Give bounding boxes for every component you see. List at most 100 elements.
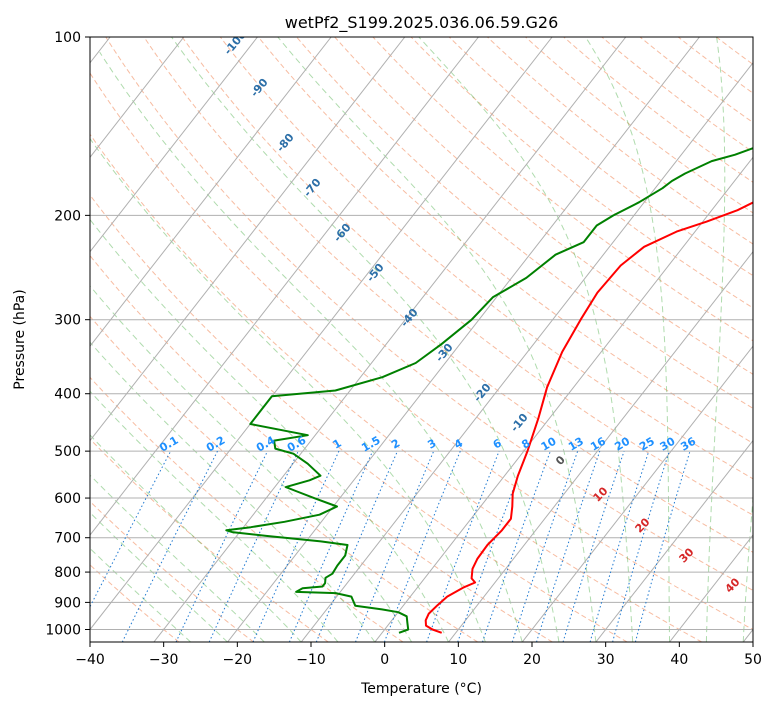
dry-adiabat-line xyxy=(90,133,703,642)
moist-adiabat-line xyxy=(90,511,228,642)
dry-adiabat-line xyxy=(525,37,753,214)
x-tick-label: 30 xyxy=(597,652,615,668)
isotherm-line xyxy=(448,250,753,642)
y-tick-label: 800 xyxy=(54,565,81,581)
isotherm-line xyxy=(153,37,627,642)
dry-adiabat-label: -60 xyxy=(331,221,354,245)
moist-adiabat-label: 20 xyxy=(633,515,653,535)
dry-adiabat-line xyxy=(639,37,753,124)
isotherm-line xyxy=(90,37,479,536)
dry-adiabat-line xyxy=(143,37,753,553)
moist-adiabat-line xyxy=(90,285,413,642)
dry-adiabat-line xyxy=(90,376,404,642)
moist-adiabat-line xyxy=(585,37,670,642)
y-tick-label: 100 xyxy=(54,30,81,46)
y-tick-label: 1000 xyxy=(45,623,81,639)
chart-title: wetPf2_S199.2025.036.06.59.G26 xyxy=(285,13,559,33)
mixing-ratio-line xyxy=(383,450,461,642)
mixing-ratio-line xyxy=(457,450,529,642)
isotherm-line xyxy=(90,37,406,442)
x-tick-label: −40 xyxy=(75,652,105,668)
dry-adiabat-line xyxy=(90,254,553,642)
isotherm-line xyxy=(90,37,258,253)
moist-adiabat-label: 40 xyxy=(723,575,743,595)
moist-adiabat-line xyxy=(418,37,634,642)
y-tick-label: 600 xyxy=(54,491,81,507)
x-tick-label: −10 xyxy=(296,652,326,668)
x-tick-label: 40 xyxy=(670,652,688,668)
dry-adiabat-line xyxy=(90,194,628,642)
mixing-ratio-line xyxy=(482,450,551,642)
mixing-ratio-line xyxy=(355,450,435,642)
moist-adiabat-line xyxy=(705,37,726,642)
moist-adiabat-line xyxy=(90,137,486,642)
moist-adiabat-line xyxy=(742,492,753,642)
dry-adiabat-line xyxy=(448,37,753,277)
x-tick-label: 10 xyxy=(449,652,467,668)
mixing-ratio-label: 6 xyxy=(491,436,504,451)
isotherm-line xyxy=(374,156,753,642)
isotherm-line xyxy=(90,37,553,631)
dry-adiabat-label: -20 xyxy=(471,381,494,405)
moist-adiabat-line xyxy=(90,474,265,642)
dewpoint-profile-line xyxy=(225,147,753,634)
moist-adiabat-line xyxy=(90,547,192,642)
mixing-ratio-line xyxy=(121,450,218,642)
dry-adiabat-line xyxy=(372,37,753,342)
mixing-ratio-line xyxy=(562,450,625,642)
isotherm-line xyxy=(227,37,700,642)
dry-adiabat-line xyxy=(90,438,329,642)
x-tick-label: 50 xyxy=(744,652,762,668)
isotherm-line xyxy=(595,439,753,642)
isotherm-line xyxy=(300,62,753,642)
dry-adiabat-line xyxy=(563,37,753,183)
mixing-ratio-line xyxy=(90,450,172,608)
mixing-ratio-line xyxy=(589,450,650,642)
mixing-ratio-line xyxy=(612,450,670,642)
isotherm-line xyxy=(90,37,185,159)
isotherm-line xyxy=(669,534,753,642)
mixing-ratio-line xyxy=(536,450,601,642)
x-tick-label: 0 xyxy=(380,652,389,668)
dry-adiabat-line xyxy=(755,37,775,642)
moist-adiabat-line xyxy=(90,390,339,642)
mixing-ratio-line xyxy=(252,450,340,642)
mixing-ratio-line xyxy=(315,450,398,642)
y-tick-label: 500 xyxy=(54,444,81,460)
dry-adiabat-line xyxy=(334,37,753,375)
y-tick-label: 400 xyxy=(54,387,81,403)
mixing-ratio-line xyxy=(511,450,579,642)
moist-adiabat-line xyxy=(90,341,376,642)
dry-adiabat-line xyxy=(715,37,753,65)
isotherm-line xyxy=(90,37,332,347)
mixing-ratio-line xyxy=(288,450,374,642)
dry-adiabat-line xyxy=(105,37,753,591)
dry-adiabat-label: -10 xyxy=(508,411,531,435)
x-tick-label: 20 xyxy=(523,652,541,668)
dry-adiabat-label: -80 xyxy=(274,131,297,155)
dry-adiabat-line xyxy=(90,315,479,642)
mixing-ratio-label: 3 xyxy=(425,437,438,452)
moist-adiabat-label: 30 xyxy=(677,545,697,565)
dry-adiabat-line xyxy=(90,500,255,642)
mixing-ratio-line xyxy=(634,450,691,642)
dry-adiabat-line xyxy=(296,37,753,409)
dry-adiabat-line xyxy=(487,37,753,245)
x-tick-label: −20 xyxy=(223,652,253,668)
moist-adiabat-label: 10 xyxy=(591,484,611,504)
y-tick-label: 200 xyxy=(54,208,81,224)
y-axis-title: Pressure (hPa) xyxy=(12,289,28,389)
moist-adiabat-line xyxy=(171,37,560,642)
isotherm-line xyxy=(521,345,753,642)
x-tick-label: −30 xyxy=(149,652,179,668)
isotherm-line xyxy=(742,628,753,642)
moist-adiabat-line xyxy=(90,218,449,642)
mixing-ratio-line xyxy=(426,450,500,642)
dry-adiabat-line xyxy=(181,37,753,516)
dry-adiabat-line xyxy=(90,72,753,631)
x-axis-title: Temperature (°C) xyxy=(360,681,482,697)
moist-adiabat-line xyxy=(90,434,302,642)
dry-adiabat-label: -40 xyxy=(398,306,421,330)
moist-adiabat-line xyxy=(277,37,597,642)
